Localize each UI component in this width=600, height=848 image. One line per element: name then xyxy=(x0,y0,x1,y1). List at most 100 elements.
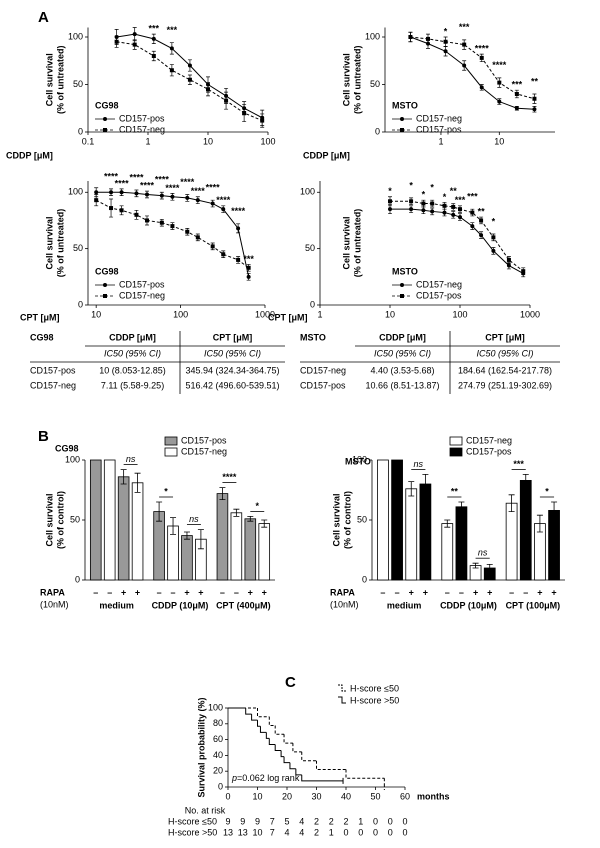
survival-step xyxy=(265,732,270,739)
x-axis-label: CPT [μM] xyxy=(268,312,308,322)
survival-step xyxy=(280,750,285,758)
group-label: medium xyxy=(99,600,134,610)
marker xyxy=(132,32,137,37)
x-tick-label: 10 xyxy=(252,791,262,801)
table-cell: 10.66 (8.51-13.87) xyxy=(365,380,439,390)
significance: ** xyxy=(531,76,539,86)
y-axis-label: Survival probability (%) xyxy=(196,697,206,797)
y-tick-label: 0 xyxy=(310,299,315,309)
table-cell: 184.64 (162.54-217.78) xyxy=(458,365,552,375)
x-tick-label: 100 xyxy=(173,309,188,319)
rapa-unit: (10nM) xyxy=(40,599,69,609)
chart-title: CG98 xyxy=(95,100,119,110)
y-tick-label: 50 xyxy=(370,79,380,89)
significance: **** xyxy=(155,175,170,185)
marker xyxy=(514,92,519,96)
legend-label: CD157-neg xyxy=(416,113,462,123)
significance: **** xyxy=(140,181,155,191)
survival-step xyxy=(295,768,302,776)
survival-step xyxy=(301,774,344,784)
rapa-sign: – xyxy=(459,587,464,597)
risk-table-title: No. at risk xyxy=(185,805,226,815)
marker xyxy=(521,269,526,274)
error-bar xyxy=(472,562,479,569)
marker xyxy=(134,191,139,196)
marker xyxy=(151,54,156,58)
risk-count: 2 xyxy=(329,816,334,826)
rapa-sign: – xyxy=(107,587,112,597)
error-bar xyxy=(120,469,127,485)
marker xyxy=(506,257,511,262)
y-tick-label: 60 xyxy=(213,734,223,744)
bar xyxy=(405,488,418,581)
risk-count: 0 xyxy=(343,827,348,837)
marker xyxy=(210,244,215,249)
legend-marker xyxy=(400,283,404,287)
x-tick-label: 1 xyxy=(317,309,322,319)
marker xyxy=(221,252,226,257)
rapa-sign: – xyxy=(234,587,239,597)
bar xyxy=(244,518,257,581)
table-subheader: IC50 (95% CI) xyxy=(374,348,431,358)
legend-label: CD157-neg xyxy=(416,279,462,289)
table-cell: 345.94 (324.34-364.75) xyxy=(185,365,279,375)
series-line xyxy=(95,199,249,269)
marker xyxy=(187,77,192,82)
risk-count: 0 xyxy=(373,827,378,837)
y-tick-label: 100 xyxy=(68,187,83,197)
y-tick-label: 100 xyxy=(208,702,223,712)
marker xyxy=(109,206,114,211)
chart-title: CG98 xyxy=(95,266,119,276)
marker xyxy=(408,35,413,39)
significance: **** xyxy=(216,195,231,205)
series-line xyxy=(410,36,535,110)
marker xyxy=(185,195,190,200)
x-tick-label: 1 xyxy=(438,136,443,146)
significance: * xyxy=(444,26,448,36)
error-bar xyxy=(183,531,190,540)
table-subheader: IC50 (95% CI) xyxy=(104,348,161,358)
significance: *** xyxy=(467,192,478,202)
significance: **** xyxy=(115,178,130,188)
significance: * xyxy=(430,183,434,193)
group-label: CDDP (10μM) xyxy=(152,600,209,610)
bar xyxy=(548,509,560,581)
x-tick-label: 50 xyxy=(370,791,380,801)
risk-count: 4 xyxy=(284,827,289,837)
survival-step xyxy=(274,744,282,752)
risk-count: 4 xyxy=(299,816,304,826)
y-tick-label: 100 xyxy=(300,187,315,197)
marker xyxy=(479,218,484,223)
significance: * xyxy=(256,501,260,511)
rapa-sign: – xyxy=(93,587,98,597)
series-line xyxy=(390,200,524,272)
bar xyxy=(455,506,468,581)
risk-count: 2 xyxy=(343,816,348,826)
significance: ** xyxy=(450,186,458,196)
bar xyxy=(117,476,130,581)
rapa-sign: + xyxy=(184,587,189,597)
marker xyxy=(442,203,447,208)
y-axis-label: Cell survival xyxy=(331,493,341,546)
marker xyxy=(532,107,537,112)
legend-marker xyxy=(103,283,107,287)
y-tick-label: 40 xyxy=(213,750,223,760)
legend-line xyxy=(338,684,346,692)
survival-step xyxy=(274,725,285,735)
error-bar xyxy=(219,487,226,500)
significance: **** xyxy=(129,172,144,182)
marker xyxy=(246,274,251,279)
y-axis-label: Cell survival xyxy=(44,493,54,546)
x-tick-label: 0.1 xyxy=(82,136,95,146)
chart-title: MSTO xyxy=(392,266,418,276)
error-bar xyxy=(522,474,529,487)
table-column-header: CDDP [μM] xyxy=(379,332,426,342)
marker xyxy=(260,118,265,123)
risk-count: 13 xyxy=(238,827,248,837)
marker xyxy=(187,63,192,68)
table-cell: 10 (8.053-12.85) xyxy=(99,365,166,375)
significance: *** xyxy=(513,459,524,469)
x-axis-label: months xyxy=(417,791,450,801)
x-axis-label: CDDP [μM] xyxy=(6,150,53,160)
